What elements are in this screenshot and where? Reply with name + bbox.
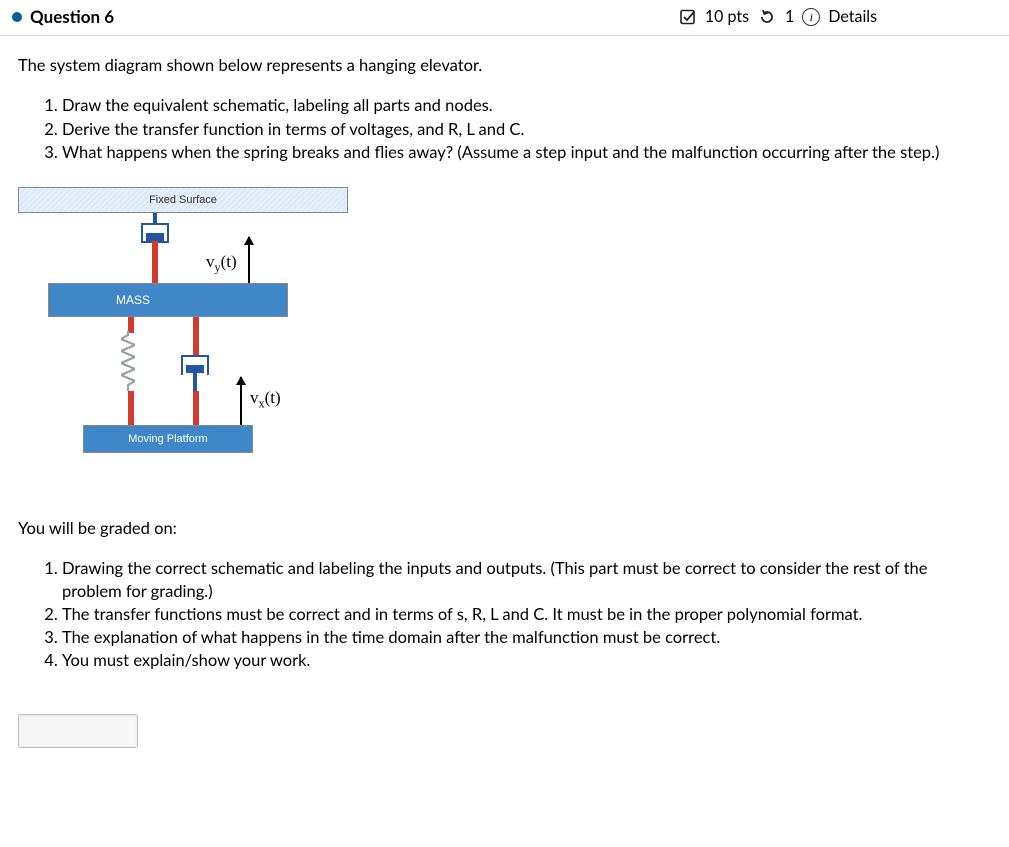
- task-item: Derive the transfer function in terms of…: [62, 118, 991, 140]
- checkbox-icon: [679, 8, 697, 26]
- dashpot-conn-upper: [193, 317, 199, 357]
- dashpot-piston-bottom: [186, 365, 204, 373]
- dashpot-stem-bottom: [193, 373, 197, 391]
- vx-t: (t): [265, 388, 281, 407]
- moving-platform-bar: Moving Platform: [83, 425, 253, 453]
- fixed-surface-bar: Fixed Surface: [18, 187, 348, 213]
- spring-icon: [121, 331, 135, 391]
- vy-arrow-icon: [248, 237, 250, 283]
- vx-sym: v: [250, 388, 259, 407]
- grading-list: Drawing the correct schematic and labeli…: [18, 557, 991, 671]
- grading-item: Drawing the correct schematic and labeli…: [62, 557, 991, 602]
- spring-bot-stub: [128, 391, 134, 425]
- mass-bar: MASS: [48, 283, 288, 317]
- dashpot-conn-lower: [193, 391, 199, 425]
- header-left: Question 6: [12, 6, 114, 27]
- vy-sym: v: [206, 252, 215, 271]
- grading-item: You must explain/show your work.: [62, 649, 991, 671]
- intro-text: The system diagram shown below represent…: [18, 54, 991, 76]
- status-bullet-icon: [12, 12, 22, 22]
- fixed-surface-label: Fixed Surface: [149, 193, 217, 208]
- grading-intro: You will be graded on:: [18, 517, 991, 539]
- question-header: Question 6 10 pts 1 i Details: [0, 0, 1009, 36]
- grading-item: The transfer functions must be correct a…: [62, 603, 991, 625]
- attempts-count: 1: [785, 7, 794, 26]
- vy-t: (t): [221, 252, 237, 271]
- grading-item: The explanation of what happens in the t…: [62, 626, 991, 648]
- system-diagram: Fixed Surface MASS vy(t): [18, 187, 991, 487]
- mass-label: MASS: [116, 292, 150, 308]
- vx-label: vx(t): [250, 387, 281, 412]
- retry-icon: [757, 7, 777, 27]
- dashpot-piston-top: [146, 233, 164, 241]
- task-item: Draw the equivalent schematic, labeling …: [62, 94, 991, 116]
- question-body: The system diagram shown below represent…: [0, 36, 1009, 774]
- points-label: 10 pts: [705, 7, 749, 26]
- info-icon[interactable]: i: [802, 8, 820, 26]
- vy-label: vy(t): [206, 251, 237, 276]
- question-title: Question 6: [30, 6, 114, 27]
- answer-input[interactable]: [18, 714, 138, 748]
- task-list: Draw the equivalent schematic, labeling …: [18, 94, 991, 163]
- connector-top: [152, 241, 158, 283]
- task-item: What happens when the spring breaks and …: [62, 141, 991, 163]
- header-right: 10 pts 1 i Details: [679, 7, 877, 27]
- moving-platform-label: Moving Platform: [128, 432, 207, 447]
- vx-arrow-icon: [240, 377, 242, 425]
- details-link[interactable]: Details: [828, 7, 877, 26]
